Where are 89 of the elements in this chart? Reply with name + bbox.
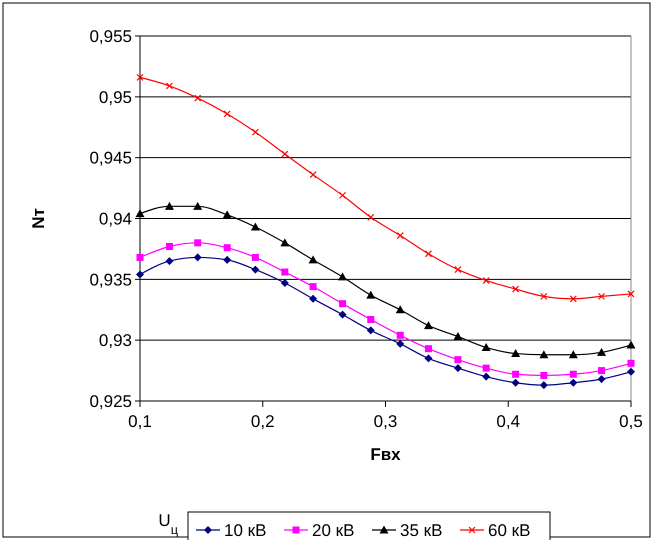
point bbox=[223, 256, 232, 264]
point bbox=[194, 239, 202, 246]
point bbox=[424, 354, 432, 362]
y-tick-label: 0,94 bbox=[98, 210, 132, 228]
point bbox=[512, 378, 520, 387]
point bbox=[166, 242, 173, 250]
y-axis-title: Nт bbox=[29, 208, 48, 229]
point bbox=[224, 110, 231, 118]
point bbox=[539, 350, 548, 358]
point bbox=[166, 82, 174, 90]
point bbox=[569, 378, 578, 387]
point bbox=[338, 310, 347, 319]
point bbox=[482, 342, 491, 351]
point bbox=[396, 332, 404, 339]
y-tick-label: 0,925 bbox=[89, 392, 132, 411]
point bbox=[164, 202, 174, 210]
point bbox=[598, 292, 606, 300]
y-tick-label: 0,955 bbox=[89, 27, 132, 46]
point bbox=[280, 278, 289, 287]
y-tick-label: 0,95 bbox=[98, 88, 132, 107]
point bbox=[482, 364, 490, 372]
point bbox=[482, 276, 490, 284]
point bbox=[540, 381, 548, 390]
point bbox=[453, 332, 462, 340]
point bbox=[482, 372, 490, 381]
x-tick-label: 0,4 bbox=[496, 412, 520, 431]
legend-label: 35 кВ bbox=[400, 521, 442, 540]
point bbox=[454, 364, 462, 372]
point bbox=[338, 192, 346, 199]
y-tick-label: 0,93 bbox=[98, 331, 132, 350]
point bbox=[310, 283, 317, 290]
point bbox=[570, 370, 577, 378]
y-tick-label: 0,935 bbox=[89, 270, 132, 290]
point bbox=[396, 232, 404, 240]
point bbox=[252, 128, 259, 136]
point bbox=[396, 305, 405, 314]
point bbox=[598, 367, 606, 374]
point bbox=[366, 290, 376, 299]
point bbox=[628, 360, 634, 367]
point bbox=[540, 372, 548, 379]
point bbox=[511, 349, 520, 358]
point bbox=[512, 285, 520, 293]
point bbox=[424, 321, 433, 330]
point bbox=[627, 290, 635, 298]
point bbox=[309, 294, 318, 303]
point bbox=[568, 350, 578, 358]
point bbox=[309, 171, 317, 178]
point bbox=[252, 254, 259, 261]
point bbox=[339, 300, 346, 308]
point bbox=[627, 368, 635, 376]
legend-label: 10 кВ bbox=[224, 521, 266, 540]
point bbox=[598, 375, 606, 384]
point bbox=[308, 255, 318, 264]
point bbox=[424, 345, 432, 352]
point bbox=[224, 244, 231, 252]
legend-title: U$_{ц}$ bbox=[158, 511, 179, 536]
point bbox=[281, 150, 288, 158]
point bbox=[540, 292, 548, 300]
point bbox=[136, 74, 144, 81]
point bbox=[512, 370, 520, 378]
point bbox=[626, 340, 636, 349]
x-tick-label: 0,3 bbox=[374, 412, 398, 431]
point bbox=[251, 266, 260, 274]
x-tick-label: 0,1 bbox=[128, 412, 152, 431]
point bbox=[136, 254, 144, 261]
point bbox=[367, 214, 374, 221]
x-tick-label: 0,2 bbox=[250, 412, 275, 431]
point bbox=[454, 266, 462, 274]
point bbox=[250, 222, 260, 231]
point bbox=[424, 250, 432, 258]
point bbox=[396, 340, 404, 348]
legend-label: 60 кВ bbox=[488, 521, 530, 540]
point bbox=[193, 202, 202, 210]
x-axis-title: Fвх bbox=[370, 445, 402, 464]
point bbox=[281, 268, 288, 276]
point bbox=[194, 94, 202, 102]
point bbox=[222, 210, 232, 218]
legend-label: 20 кВ bbox=[312, 521, 354, 540]
x-tick-label: 0,5 bbox=[619, 412, 643, 431]
point bbox=[597, 348, 606, 356]
point bbox=[194, 253, 202, 262]
point bbox=[366, 326, 375, 334]
point bbox=[338, 272, 348, 280]
point bbox=[454, 356, 462, 364]
point bbox=[280, 238, 290, 246]
point bbox=[367, 316, 374, 323]
point bbox=[570, 295, 577, 302]
y-tick-label: 0,945 bbox=[89, 148, 132, 168]
point bbox=[165, 257, 174, 266]
